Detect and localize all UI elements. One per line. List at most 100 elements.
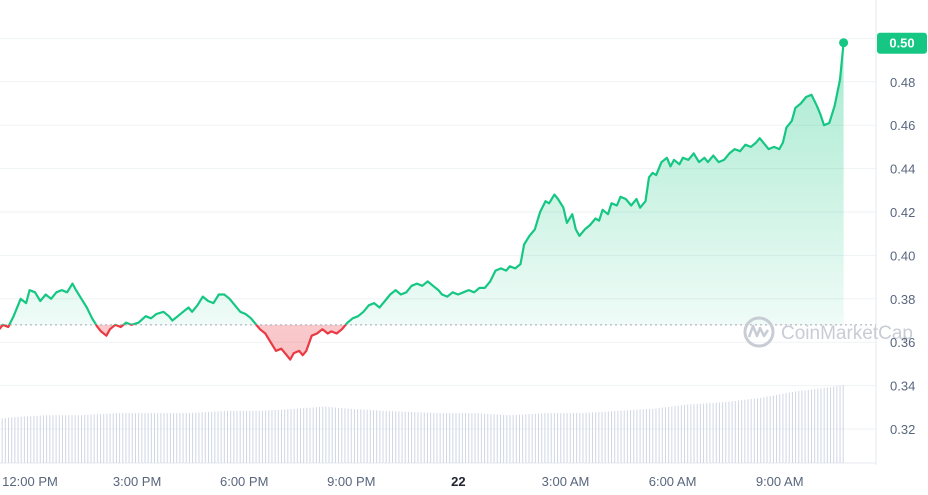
volume-bar: [731, 401, 733, 463]
volume-bar: [239, 410, 241, 463]
current-price-label: 0.50: [889, 36, 914, 51]
volume-bar: [233, 410, 235, 463]
volume-bar: [766, 396, 768, 463]
volume-bar: [87, 414, 89, 463]
volume-bar: [55, 415, 57, 463]
volume-bar: [512, 415, 514, 463]
volume-bar: [652, 408, 654, 463]
volume-bar: [176, 413, 178, 463]
x-axis: 12:00 PM 3:00 PM 6:00 PM 9:00 PM 22 3:00 AM 6:…: [2, 474, 803, 489]
volume-bar: [614, 411, 616, 463]
volume-bar: [433, 412, 435, 463]
volume-bar: [58, 415, 60, 463]
volume-bar: [61, 415, 63, 463]
volume-bar: [198, 412, 200, 463]
volume-bar: [557, 413, 559, 463]
volume-bar: [814, 389, 816, 463]
volume-bar: [493, 414, 495, 463]
volume-bar: [528, 414, 530, 463]
volume-bar: [506, 415, 508, 463]
volume-bar: [785, 393, 787, 463]
volume-bar: [141, 413, 143, 463]
volume-bar: [626, 410, 628, 463]
volume-bar: [509, 415, 511, 463]
volume-bar: [230, 410, 232, 463]
volume-bar: [585, 412, 587, 463]
volume-bar: [439, 413, 441, 463]
volume-bar: [404, 411, 406, 463]
volume-bar: [560, 413, 562, 463]
grid-lines: [0, 0, 877, 465]
volume-bar: [360, 409, 362, 463]
volume-bar: [490, 414, 492, 463]
volume-bar: [353, 409, 355, 463]
volume-bar: [195, 412, 197, 463]
x-tick-label: 9:00 AM: [756, 474, 804, 489]
volume-bar: [645, 409, 647, 463]
volume-bar: [188, 413, 190, 463]
volume-bar: [572, 413, 574, 463]
volume-bar: [77, 415, 79, 463]
volume-bar: [334, 407, 336, 463]
x-tick-label: 6:00 PM: [220, 474, 268, 489]
volume-bar: [753, 398, 755, 463]
volume-bar: [1, 418, 3, 463]
volume-bar: [576, 413, 578, 463]
volume-bar: [331, 407, 333, 463]
price-line: [0, 42, 876, 361]
volume-bar: [17, 416, 19, 463]
volume-bar: [122, 413, 124, 463]
volume-bar: [192, 412, 194, 463]
volume-bar: [496, 414, 498, 463]
y-tick-label: 0.38: [890, 292, 915, 307]
volume-bar: [150, 413, 152, 463]
volume-bar: [411, 411, 413, 463]
volume-bar: [109, 413, 111, 463]
volume-bar: [633, 409, 635, 463]
volume-bar: [722, 402, 724, 463]
x-tick-label: 22: [451, 474, 465, 489]
x-tick-label: 3:00 AM: [542, 474, 590, 489]
coinmarketcap-watermark: CoinMarketCap: [743, 316, 913, 348]
volume-bar: [503, 414, 505, 463]
volume-bar: [769, 396, 771, 463]
volume-bar: [693, 404, 695, 463]
volume-bar: [776, 394, 778, 463]
volume-bar: [449, 413, 451, 463]
volume-bar: [734, 400, 736, 463]
volume-bar: [480, 413, 482, 463]
volume-bar: [81, 415, 83, 463]
volume-bar: [382, 410, 384, 463]
volume-bar: [725, 402, 727, 463]
volume-bar: [144, 413, 146, 463]
volume-bar: [100, 414, 102, 463]
x-tick-label: 6:00 AM: [649, 474, 697, 489]
volume-bar: [379, 410, 381, 463]
volume-bar: [499, 414, 501, 463]
volume-bar: [338, 407, 340, 463]
volume-bar: [547, 413, 549, 463]
volume-bar: [661, 407, 663, 463]
volume-bar: [173, 413, 175, 463]
volume-bar: [303, 408, 305, 463]
price-line-up: [1, 42, 845, 325]
volume-bar: [655, 408, 657, 463]
volume-bar: [807, 389, 809, 463]
volume-bar: [103, 413, 105, 463]
volume-bar: [242, 410, 244, 463]
volume-bar: [350, 408, 352, 463]
volume-bar: [531, 413, 533, 463]
volume-bar: [39, 415, 41, 463]
volume-bar: [550, 413, 552, 463]
volume-bar: [642, 409, 644, 463]
volume-bar: [112, 413, 114, 463]
y-tick-label: 0.42: [890, 205, 915, 220]
volume-bar: [414, 412, 416, 463]
volume-bar: [369, 410, 371, 463]
volume-bar: [4, 418, 6, 463]
volume-bar: [465, 413, 467, 463]
volume-bar: [147, 413, 149, 463]
volume-bar: [23, 416, 25, 463]
y-tick-label: 0.46: [890, 118, 915, 133]
